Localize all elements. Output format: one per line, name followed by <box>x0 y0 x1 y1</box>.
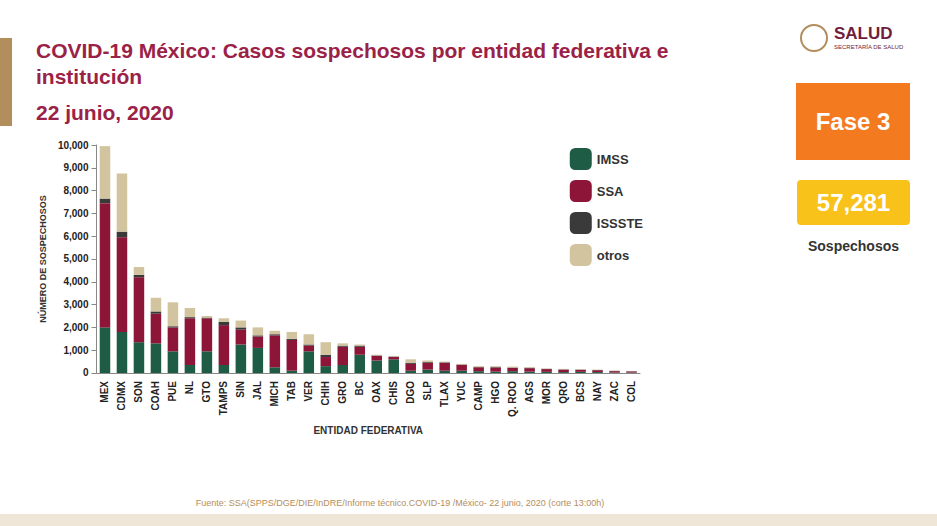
svg-text:5,000: 5,000 <box>63 253 88 264</box>
svg-text:PUE: PUE <box>167 381 178 402</box>
svg-text:CAMP: CAMP <box>473 381 484 411</box>
svg-text:NAY: NAY <box>592 381 603 402</box>
svg-text:SON: SON <box>133 381 144 403</box>
svg-text:6,000: 6,000 <box>63 231 88 242</box>
svg-text:IMSS: IMSS <box>597 152 629 167</box>
svg-text:BCS: BCS <box>575 381 586 402</box>
svg-text:CDMX: CDMX <box>116 381 127 411</box>
svg-text:9,000: 9,000 <box>63 162 88 173</box>
svg-text:YUC: YUC <box>456 381 467 402</box>
svg-text:3,000: 3,000 <box>63 299 88 310</box>
html-text:Fuente: SSA(SPPS/DGE/DIE/InDRE: Fuente: SSA(SPPS/DGE/DIE/InDRE/Informe t… <box>195 498 605 508</box>
svg-text:7,000: 7,000 <box>63 208 88 219</box>
svg-text:2,000: 2,000 <box>63 322 88 333</box>
svg-text:CHIS: CHIS <box>388 381 399 405</box>
svg-text:QRO: QRO <box>558 381 569 404</box>
svg-text:DGO: DGO <box>405 381 416 404</box>
svg-text:MICH: MICH <box>269 381 280 407</box>
svg-text:Q. ROO: Q. ROO <box>507 381 518 417</box>
svg-text:0: 0 <box>83 367 89 378</box>
svg-text:AGS: AGS <box>524 381 535 403</box>
svg-text:VER: VER <box>303 380 314 401</box>
svg-text:MEX: MEX <box>99 381 110 403</box>
svg-text:otros: otros <box>597 248 630 263</box>
svg-text:ZAC: ZAC <box>609 381 620 402</box>
svg-text:OAX: OAX <box>371 381 382 403</box>
svg-text:1,000: 1,000 <box>63 345 88 356</box>
svg-text:8,000: 8,000 <box>63 185 88 196</box>
svg-text:GTO: GTO <box>201 381 212 403</box>
svg-text:SIN: SIN <box>235 381 246 398</box>
html-text:57,281: 57,281 <box>816 188 891 216</box>
html-text:Sospechosos: Sospechosos <box>808 238 899 254</box>
svg-text:MOR: MOR <box>541 380 552 404</box>
svg-text:4,000: 4,000 <box>63 276 88 287</box>
svg-text:NÚMERO DE SOSPECHOSOS: NÚMERO DE SOSPECHOSOS <box>37 195 48 323</box>
html-text:Fase 3: Fase 3 <box>815 107 891 135</box>
svg-text:GRO: GRO <box>337 381 348 404</box>
svg-text:10,000: 10,000 <box>58 140 89 151</box>
html-text:22 junio, 2020: 22 junio, 2020 <box>36 101 174 124</box>
svg-text:JAL: JAL <box>252 381 263 400</box>
svg-text:ISSSTE: ISSSTE <box>597 216 644 231</box>
svg-text:TLAX: TLAX <box>439 381 450 407</box>
svg-text:CHIH: CHIH <box>320 381 331 405</box>
html-text:SALUD: SALUD <box>834 24 893 43</box>
svg-text:NL: NL <box>184 381 195 394</box>
svg-text:SSA: SSA <box>597 184 624 199</box>
svg-text:TAB: TAB <box>286 381 297 401</box>
html-text:COVID-19 México: Casos sospech: COVID-19 México: Casos sospechosos por e… <box>36 39 669 88</box>
svg-text:BC: BC <box>354 381 365 395</box>
svg-text:HGO: HGO <box>490 381 501 404</box>
svg-text:ENTIDAD FEDERATIVA: ENTIDAD FEDERATIVA <box>313 425 423 436</box>
svg-text:COAH: COAH <box>150 381 161 410</box>
svg-text:SLP: SLP <box>422 381 433 401</box>
svg-text:COL: COL <box>626 381 637 402</box>
html-text:SECRETARÍA DE SALUD: SECRETARÍA DE SALUD <box>834 44 904 50</box>
svg-text:TAMPS: TAMPS <box>218 381 229 416</box>
